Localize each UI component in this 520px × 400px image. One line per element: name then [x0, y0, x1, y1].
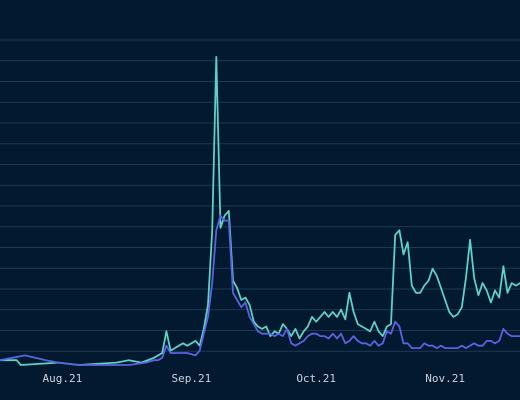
- x-tick-label: Aug.21: [43, 372, 83, 385]
- x-tick-label: Oct.21: [296, 372, 336, 385]
- series-line-2: [0, 214, 520, 366]
- series-line-1: [0, 56, 520, 366]
- x-axis-tick-labels: Aug.21 Sep.21 Oct.21 Nov.21: [43, 372, 465, 385]
- grid-lines: [0, 39, 520, 352]
- series-lines: [0, 56, 520, 366]
- x-tick-label: Sep.21: [172, 372, 212, 385]
- x-tick-label: Nov.21: [425, 372, 465, 385]
